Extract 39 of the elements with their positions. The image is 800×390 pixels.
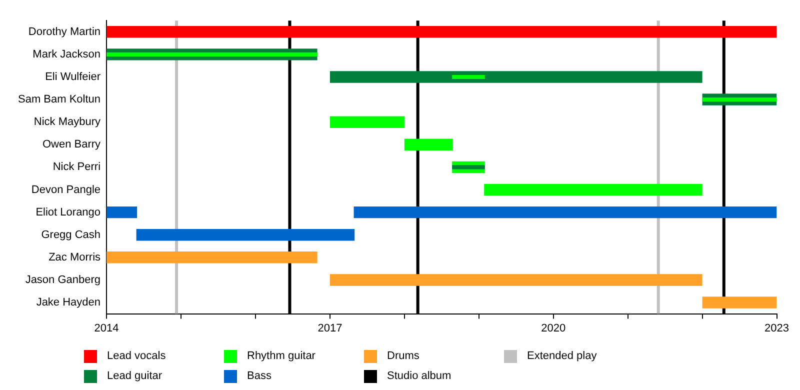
y-tick-label: Jason Ganberg (25, 274, 101, 286)
bar (136, 229, 355, 241)
x-tick-label: 2017 (318, 322, 342, 334)
legend-label: Lead vocals (107, 350, 166, 362)
bar (106, 52, 318, 56)
y-tick-label: Gregg Cash (41, 228, 101, 241)
bar (330, 71, 702, 83)
bar (702, 296, 777, 308)
legend-label: Drums (387, 350, 420, 362)
y-tick-label: Nick Perri (52, 161, 101, 174)
bar (330, 116, 404, 128)
y-tick-label: Sam Bam Koltun (18, 94, 101, 106)
bar (702, 98, 777, 102)
y-tick-label: Eliot Lorango (36, 206, 101, 218)
y-tick-label: Owen Barry (42, 138, 102, 151)
y-tick-label: Dorothy Martin (28, 26, 101, 38)
bar (106, 252, 318, 264)
y-tick-label: Mark Jackson (32, 48, 101, 60)
x-tick-label: 2020 (541, 322, 566, 334)
bar (404, 138, 453, 151)
bar (452, 165, 485, 170)
legend-label: Extended play (527, 350, 597, 362)
y-tick-label: Devon Pangle (31, 184, 101, 196)
bar (106, 206, 138, 218)
legend-label: Rhythm guitar (247, 350, 316, 362)
bar (484, 184, 702, 196)
x-tick-label: 2014 (94, 322, 119, 334)
bar (354, 206, 777, 218)
legend-label: Bass (247, 370, 272, 382)
legend-label: Lead guitar (107, 370, 162, 382)
y-tick-label: Nick Maybury (34, 116, 102, 128)
bar (106, 26, 777, 38)
legend-label: Studio album (387, 370, 452, 382)
bar (330, 274, 702, 286)
x-tick-label: 2023 (764, 322, 790, 334)
y-tick-label: Eli Wulfeier (45, 71, 101, 84)
y-tick-label: Zac Morris (48, 251, 102, 264)
y-tick-label: Jake Hayden (36, 296, 101, 309)
bar (452, 74, 485, 80)
